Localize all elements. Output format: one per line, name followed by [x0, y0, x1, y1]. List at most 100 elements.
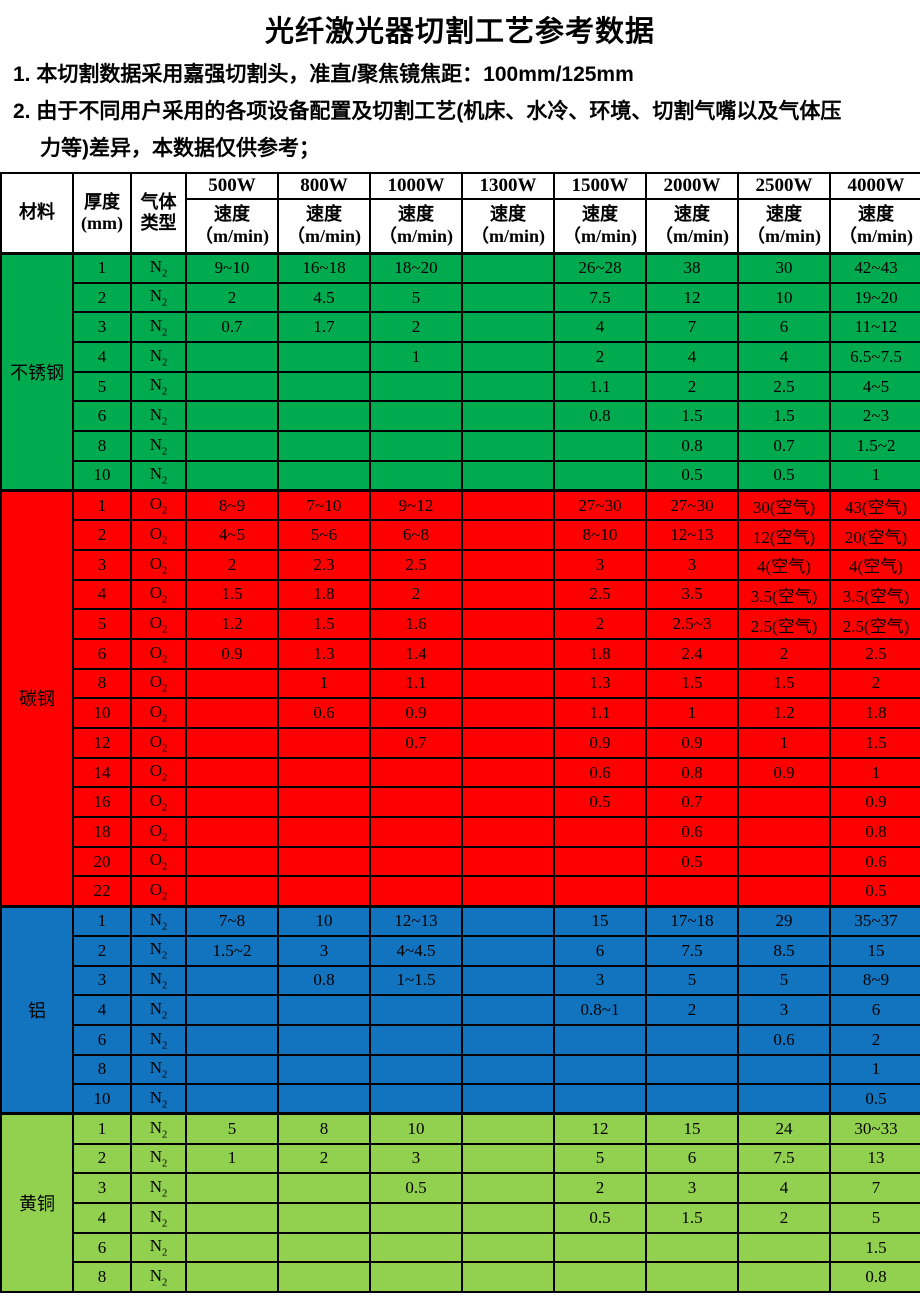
speed-cell [737, 816, 831, 848]
thickness-cell: 4 [72, 341, 132, 373]
speed-cell: 1.8 [553, 637, 647, 670]
speed-cell [461, 281, 555, 314]
speed-cell [277, 1053, 371, 1086]
speed-cell [369, 1261, 463, 1294]
speed-cell [185, 1261, 279, 1294]
speed-cell: 1 [645, 697, 739, 729]
speed-cell: 2.3 [277, 548, 371, 581]
header-speed-label: 速度 （m/min) [645, 198, 739, 254]
speed-cell: 2 [829, 667, 920, 700]
thickness-cell: 2 [72, 519, 132, 551]
speed-cell: 5 [185, 1112, 279, 1145]
speed-cell: 1 [277, 667, 371, 700]
thickness-cell: 12 [72, 727, 132, 759]
speed-cell [461, 845, 555, 878]
speed-cell: 5 [737, 964, 831, 997]
speed-cell [461, 251, 555, 284]
header-speed-label: 速度 （m/min) [829, 198, 920, 254]
speed-cell [369, 370, 463, 403]
speed-cell [737, 1261, 831, 1294]
speed-cell: 30~33 [829, 1112, 920, 1145]
carbon-row-10mm: 10 O2 0.6 0.9 1.1 1 1.2 1.8 [1, 697, 920, 729]
speed-cell: 3 [553, 548, 647, 581]
speed-cell: 3 [553, 964, 647, 997]
carbon-row-12mm: 12 O2 0.7 0.9 0.9 1 1.5 [1, 727, 920, 759]
speed-cell: 3 [369, 1142, 463, 1175]
speed-cell: 0.5 [645, 459, 739, 492]
material-cell-aluminum: 铝 [0, 904, 74, 1115]
stainless-row-1mm: 不锈钢 1 N2 9~10 16~18 18~20 26~28 38 30 42~43 [0, 251, 920, 492]
speed-cell: 2 [553, 341, 647, 373]
speed-cell: 3.5(空气) [737, 578, 831, 611]
speed-cell [277, 786, 371, 819]
gas-type-cell: N2 [130, 459, 187, 492]
speed-cell: 0.5 [829, 875, 920, 908]
aluminum-row-3mm: 3 N2 0.8 1~1.5 3 5 5 8~9 [1, 964, 920, 997]
material-cell-stainless: 不锈钢 [0, 251, 74, 492]
speed-cell [185, 430, 279, 462]
speed-cell [277, 459, 371, 492]
speed-cell: 9~12 [369, 489, 463, 522]
speed-cell: 30(空气) [737, 489, 831, 522]
speed-cell: 1.3 [277, 637, 371, 670]
header-power-1000w: 1000W [369, 172, 463, 200]
speed-cell: 2 [369, 311, 463, 344]
speed-cell: 7~10 [277, 489, 371, 522]
speed-cell [461, 548, 555, 581]
brass-row-8mm: 8 N2 0.8 [1, 1261, 920, 1294]
thickness-cell: 2 [72, 934, 132, 967]
gas-type-cell: N2 [130, 1261, 187, 1294]
gas-type-cell: N2 [130, 311, 187, 344]
speed-cell [185, 459, 279, 492]
speed-cell: 2 [553, 1172, 647, 1204]
gas-type-cell: N2 [130, 904, 187, 937]
speed-cell [645, 1083, 739, 1115]
speed-cell: 13 [829, 1142, 920, 1175]
brass-row-2mm: 2 N2 1 2 3 5 6 7.5 13 [1, 1142, 920, 1175]
speed-cell: 2~3 [829, 400, 920, 433]
speed-cell [185, 667, 279, 700]
speed-cell [277, 1023, 371, 1056]
note-1: 1. 本切割数据采用嘉强切割头，准直/聚焦镜焦距：100mm/125mm [13, 56, 920, 93]
carbon-row-16mm: 16 O2 0.5 0.7 0.9 [1, 786, 920, 819]
thickness-cell: 3 [72, 548, 132, 581]
page-title: 光纤激光器切割工艺参考数据 [264, 16, 655, 48]
speed-cell: 2.5 [829, 637, 920, 670]
speed-cell: 1.1 [553, 697, 647, 729]
header-power-500w: 500W [185, 172, 279, 200]
speed-cell: 2.4 [645, 637, 739, 670]
speed-cell: 6 [737, 311, 831, 344]
speed-cell: 8.5 [737, 934, 831, 967]
gas-type-cell: N2 [130, 1202, 187, 1234]
speed-cell: 1.5~2 [829, 430, 920, 462]
gas-type-cell: O2 [130, 816, 187, 848]
speed-cell: 3 [645, 1172, 739, 1204]
speed-cell [461, 1023, 555, 1056]
stainless-row-8mm: 8 N2 0.8 0.7 1.5~2 [1, 430, 920, 462]
speed-cell: 0.9 [553, 727, 647, 759]
speed-cell [461, 430, 555, 462]
speed-cell [461, 489, 555, 522]
header-power-800w: 800W [277, 172, 371, 200]
aluminum-row-4mm: 4 N2 0.8~1 2 3 6 [1, 994, 920, 1026]
note-2: 2. 由于不同用户采用的各项设备配置及切割工艺(机床、水冷、环境、切割气嘴以及气… [13, 93, 920, 167]
gas-type-cell: O2 [130, 667, 187, 700]
speed-cell: 0.8 [829, 816, 920, 848]
carbon-row-1mm: 碳钢 1 O2 8~9 7~10 9~12 27~30 27~30 30(空气) 43(空气) [0, 489, 920, 908]
speed-cell: 0.9 [185, 637, 279, 670]
speed-cell [369, 875, 463, 908]
speed-cell [737, 1231, 831, 1264]
thickness-cell: 10 [72, 697, 132, 729]
speed-cell: 1 [829, 1053, 920, 1086]
speed-cell: 1.5~2 [185, 934, 279, 967]
speed-cell: 17~18 [645, 904, 739, 937]
speed-cell [277, 845, 371, 878]
speed-cell [461, 311, 555, 344]
stainless-row-4mm: 4 N2 1 2 4 4 6.5~7.5 [1, 341, 920, 373]
gas-type-cell: O2 [130, 637, 187, 670]
thickness-cell: 2 [72, 1142, 132, 1175]
speed-cell: 2 [737, 1202, 831, 1234]
speed-cell: 0.9 [369, 697, 463, 729]
speed-cell [369, 1083, 463, 1115]
speed-cell [645, 1023, 739, 1056]
